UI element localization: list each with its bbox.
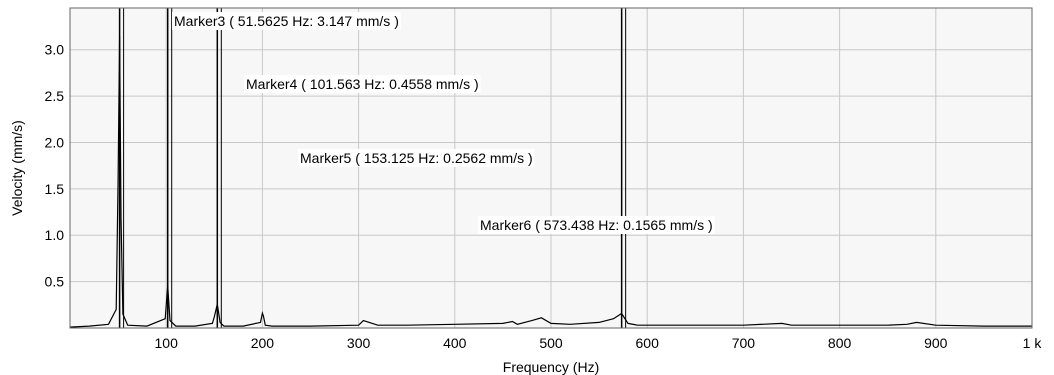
marker-label: Marker4 ( 101.563 Hz: 0.4558 mm/s )	[246, 76, 479, 92]
spectrum-line	[69, 36, 1032, 328]
marker-label: Marker5 ( 153.125 Hz: 0.2562 mm/s )	[300, 150, 533, 166]
marker-label: Marker3 ( 51.5625 Hz: 3.147 mm/s )	[174, 13, 399, 29]
y-tick-label: 3.0	[45, 42, 65, 58]
y-tick-label: 2.0	[45, 134, 65, 150]
x-tick-label: 1 k	[1023, 335, 1043, 351]
y-tick-label: 1.5	[45, 181, 65, 197]
x-tick-label: 400	[443, 335, 467, 351]
x-tick-labels: 100 200 300 400 500 600 700 800 900 1 k	[155, 335, 1043, 351]
x-tick-label: 900	[924, 335, 948, 351]
x-tick-label: 600	[636, 335, 660, 351]
y-tick-label: 0.5	[45, 274, 65, 290]
y-axis-title: Velocity (mm/s)	[9, 120, 25, 216]
marker-label-background	[478, 216, 715, 234]
marker-label-background	[244, 75, 481, 93]
x-tick-label: 800	[828, 335, 852, 351]
marker-label-background	[298, 149, 535, 167]
x-tick-label: 100	[155, 335, 179, 351]
x-tick-label: 700	[732, 335, 756, 351]
x-axis-title: Frequency (Hz)	[503, 359, 599, 375]
x-tick-label: 200	[251, 335, 275, 351]
marker-lines-group	[118, 8, 627, 328]
y-tick-label: 1.0	[45, 227, 65, 243]
marker-label: Marker6 ( 573.438 Hz: 0.1565 mm/s )	[480, 217, 713, 233]
x-tick-label: 300	[347, 335, 371, 351]
plot-frame	[69, 7, 1033, 329]
marker-label-background	[172, 12, 401, 30]
y-tick-labels: 0.5 1.0 1.5 2.0 2.5 3.0	[45, 42, 65, 290]
marker-labels-group: Marker3 ( 51.5625 Hz: 3.147 mm/s ) Marker…	[172, 12, 715, 234]
x-tick-label: 500	[539, 335, 563, 351]
y-tick-label: 2.5	[45, 88, 65, 104]
